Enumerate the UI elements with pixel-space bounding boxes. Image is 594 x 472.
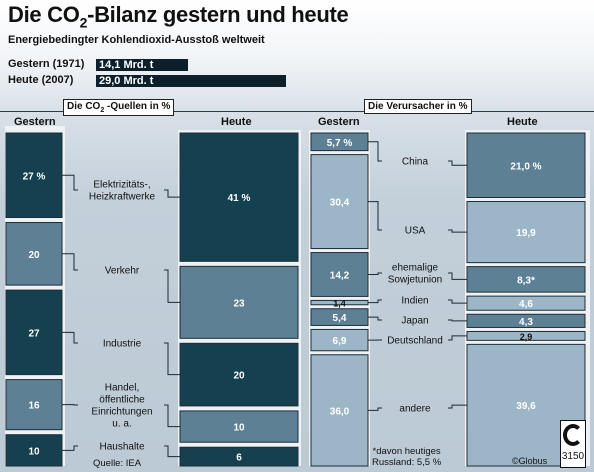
sources-category-verkehr: Verkehr xyxy=(105,266,140,277)
sources-label-gestern-handel-ffentliche-einrichtungen-u-a: 16 xyxy=(28,401,40,412)
emitters-bar-gestern-andere xyxy=(310,354,369,467)
sources-label-gestern-elektrizit-ts-heizkraftwerke: 27 % xyxy=(23,171,46,182)
emitters-category-deutschland: Deutschland xyxy=(387,336,443,347)
sources-connector-right-verkehr xyxy=(164,269,180,303)
emitters-bar-gestern-ehemalige-sowjetunion xyxy=(310,252,369,297)
emitters-connector-left-japan xyxy=(368,316,382,321)
emitters-label-heute-ehemalige-sowjetunion: 8,3* xyxy=(517,275,535,286)
emitters-label-gestern-china: 5,7 % xyxy=(327,138,353,149)
sources-connector-right-elektrizit-ts-heizkraftwerke xyxy=(164,189,180,198)
sources-label-heute-elektrizit-ts-heizkraftwerke: 41 % xyxy=(228,193,251,204)
emitters-panel-title: Die Verursacher in % xyxy=(364,99,472,114)
emitters-label-gestern-japan: 5,4 xyxy=(333,313,347,324)
emitters-label-heute-japan: 4,3 xyxy=(519,317,533,328)
total-label-gestern: Gestern (1971) xyxy=(8,58,85,70)
sources-label-gestern-haushalte: 10 xyxy=(28,446,40,457)
sources-label-gestern-verkehr: 20 xyxy=(28,250,40,261)
emitters-label-heute-usa: 19,9 xyxy=(516,228,536,239)
sources-label-heute-handel-ffentliche-einrichtungen-u-a: 10 xyxy=(233,423,245,434)
sources-gestern-header: Gestern xyxy=(14,116,56,128)
emitters-label-heute-deutschland: 2,9 xyxy=(520,332,533,342)
source-note: Quelle: IEA xyxy=(93,458,142,469)
emitters-gestern-header: Gestern xyxy=(318,116,360,128)
emitters-category-china: China xyxy=(402,157,429,168)
emitters-connector-right-indien xyxy=(448,299,467,304)
emitters-category-usa: USA xyxy=(405,226,426,237)
emitters-label-heute-indien: 4,6 xyxy=(519,299,533,310)
chart-subtitle: Energiebedingter Kohlendioxid-Ausstoß we… xyxy=(8,34,265,46)
sources-label-heute-industrie: 20 xyxy=(233,371,245,382)
emitters-heute-header: Heute xyxy=(507,116,538,128)
emitters-connector-left-indien xyxy=(368,299,382,304)
sources-panel-title: Die CO2 -Quellen in % xyxy=(63,99,175,116)
emitters-connector-left-andere xyxy=(368,407,382,411)
emitters-connector-right-china xyxy=(448,160,467,166)
emitters-label-gestern-indien: 1,4 xyxy=(333,299,346,309)
sources-connector-left-elektrizit-ts-heizkraftwerke xyxy=(62,174,78,191)
sources-category-haushalte: Haushalte xyxy=(99,442,144,453)
chart-title: Die CO2-Bilanz gestern und heute xyxy=(8,2,349,31)
sources-bar-gestern-industrie xyxy=(5,289,63,376)
emitters-connector-right-andere xyxy=(448,404,467,409)
sources-category-elektrizit-ts-heizkraftwerke: Elektrizitäts-, Heizkraftwerke xyxy=(89,180,156,203)
total-label-heute: Heute (2007) xyxy=(8,74,74,86)
sources-label-heute-haushalte: 6 xyxy=(236,453,242,464)
sources-bar-heute-elektrizit-ts-heizkraftwerke xyxy=(179,132,299,262)
sources-bar-gestern-haushalte xyxy=(5,434,63,467)
footnote: *davon heutiges Russland: 5,5 % xyxy=(372,446,442,468)
globus-logo: 3150 xyxy=(560,420,586,468)
emitters-connector-left-china xyxy=(368,141,382,162)
total-bar-gestern: 14,1 Mrd. t xyxy=(96,59,189,71)
sources-connector-left-industrie xyxy=(62,331,78,344)
sources-connector-right-industrie xyxy=(164,342,180,376)
sources-bar-heute-handel-ffentliche-einrichtungen-u-a xyxy=(179,410,299,443)
emitters-connector-left-ehemalige-sowjetunion xyxy=(368,272,382,275)
sources-category-industrie: Industrie xyxy=(103,339,142,350)
emitters-label-gestern-deutschland: 6,9 xyxy=(333,336,347,347)
sources-bar-gestern-handel-ffentliche-einrichtungen-u-a xyxy=(5,379,63,431)
sources-bar-heute-industrie xyxy=(179,342,299,407)
emitters-connector-left-usa xyxy=(368,201,382,231)
emitters-connector-right-usa xyxy=(448,229,467,233)
sources-connector-right-haushalte xyxy=(164,445,180,458)
sources-bar-gestern-verkehr xyxy=(5,222,63,286)
emitters-label-gestern-usa: 30,4 xyxy=(330,198,350,209)
sources-bar-gestern-elektrizit-ts-heizkraftwerke xyxy=(5,132,63,219)
globus-logo-mark xyxy=(563,424,583,446)
graphic-number: 3150 xyxy=(561,451,585,462)
sources-connector-left-verkehr xyxy=(62,253,78,271)
total-bar-heute: 29,0 Mrd. t xyxy=(96,75,286,87)
emitters-connector-right-deutschland xyxy=(448,335,467,341)
sources-connector-left-haushalte xyxy=(62,445,78,451)
emitters-category-andere: andere xyxy=(399,404,431,415)
emitters-connector-right-japan xyxy=(448,319,467,322)
emitters-label-gestern-ehemalige-sowjetunion: 14,2 xyxy=(330,270,350,281)
emitters-connector-right-ehemalige-sowjetunion xyxy=(448,272,467,280)
emitters-bar-heute-ehemalige-sowjetunion xyxy=(466,266,586,293)
emitters-label-gestern-andere: 36,0 xyxy=(330,406,350,417)
emitters-bar-gestern-usa xyxy=(310,154,369,250)
emitters-category-japan: Japan xyxy=(401,316,428,327)
header-divider xyxy=(0,111,594,112)
sources-heute-header: Heute xyxy=(221,116,252,128)
sources-category-handel-ffentliche-einrichtungen-u-a: Handel, öffentliche Einrichtungen u. a. xyxy=(91,383,152,430)
emitters-label-heute-andere: 39,6 xyxy=(516,401,536,412)
sources-connector-right-handel-ffentliche-einrichtungen-u-a xyxy=(164,404,180,428)
sources-label-heute-verkehr: 23 xyxy=(233,298,245,309)
sources-bar-heute-verkehr xyxy=(179,265,299,339)
sources-label-gestern-industrie: 27 xyxy=(28,328,40,339)
emitters-category-indien: Indien xyxy=(401,296,428,307)
emitters-bar-heute-china xyxy=(466,132,586,199)
emitters-label-heute-china: 21,0 % xyxy=(510,161,541,172)
credit: ©Globus xyxy=(512,456,548,466)
emitters-category-ehemalige-sowjetunion: ehemalige Sowjetunion xyxy=(388,263,442,286)
emitters-bar-heute-usa xyxy=(466,201,586,264)
